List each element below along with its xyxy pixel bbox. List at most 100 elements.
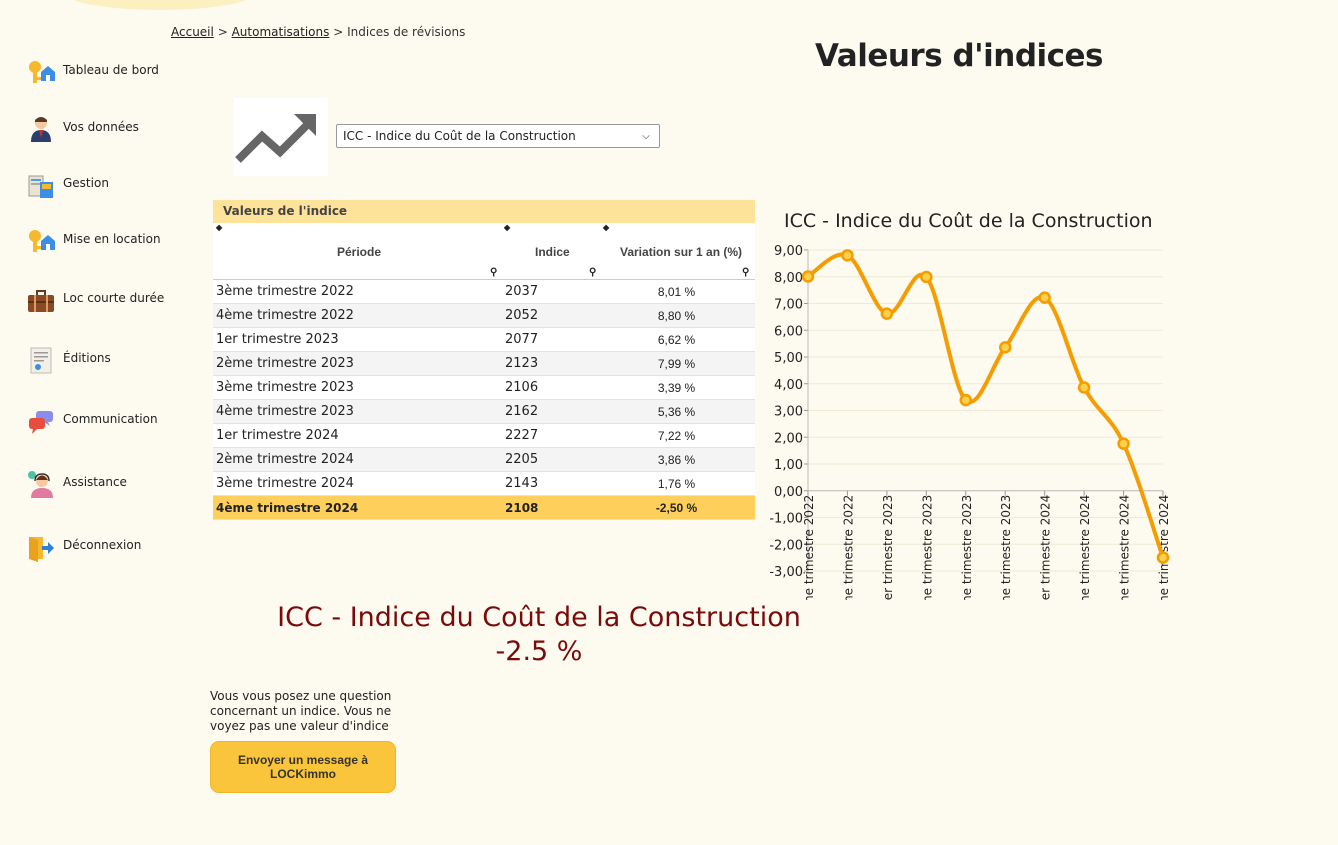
sort-icon[interactable]: ◆ [603, 223, 610, 232]
management-icon [28, 175, 53, 198]
data-point [880, 307, 894, 320]
breadcrumb: Accueil > Automatisations > Indices de r… [171, 25, 465, 39]
sort-icon[interactable]: ◆ [504, 223, 511, 232]
sidebar-item-your-data[interactable]: Vos données [26, 117, 139, 154]
x-tick-label: 1er trimestre 2024 [1039, 495, 1053, 600]
table-row[interactable]: 3ème trimestre 2024 2143 1,76 % [213, 472, 755, 496]
sidebar-item-logout[interactable]: Déconnexion [26, 537, 142, 572]
logout-icon [29, 537, 54, 562]
cell-variation: 7,99 % [657, 356, 696, 371]
table-row[interactable]: 4ème trimestre 2022 2052 8,80 % [213, 304, 755, 328]
sidebar-item-management[interactable]: Gestion [26, 175, 109, 210]
cell-index: 2162 [505, 404, 539, 419]
y-tick-label: 9,00 [774, 244, 803, 259]
cell-index: 2205 [505, 452, 539, 467]
line-chart: 9,00 8,00 7,00 6,00 5,00 4,00 3,00 2,00 1,00 0,00… [769, 244, 1171, 600]
cell-variation: 6,62 % [657, 332, 696, 347]
header-decoration [60, 0, 260, 10]
x-tick-label: 4ème trimestre 2022 [841, 495, 855, 600]
sidebar-item-label: Vos données [63, 120, 139, 134]
breadcrumb-home-link[interactable]: Accueil [171, 25, 214, 39]
search-icon[interactable]: ⚲ [742, 267, 750, 278]
cell-variation: 7,22 % [657, 428, 696, 443]
column-header-variation[interactable]: Variation sur 1 an (%) [620, 245, 743, 259]
table-caption: Valeurs de l'indice [213, 200, 755, 223]
cell-variation: 8,80 % [657, 308, 696, 323]
cell-period: 1er trimestre 2024 [216, 428, 339, 443]
cell-period: 3ème trimestre 2024 [216, 476, 354, 491]
table-row[interactable]: 2ème trimestre 2024 2205 3,86 % [213, 448, 755, 472]
sidebar-item-editions[interactable]: Éditions [26, 347, 111, 385]
breadcrumb-automations-link[interactable]: Automatisations [231, 25, 330, 39]
cell-period: 2ème trimestre 2024 [216, 452, 354, 467]
cell-variation: -2,50 % [655, 500, 698, 515]
x-tick-label: 3ème trimestre 2023 [960, 495, 974, 600]
search-icon[interactable]: ⚲ [490, 267, 498, 278]
sidebar-item-label: Éditions [63, 351, 111, 365]
index-table: Valeurs de l'indice ◆ ◆ ◆ Période Indice… [213, 200, 755, 520]
data-point [1156, 551, 1170, 564]
cell-period: 4ème trimestre 2022 [216, 308, 354, 323]
send-message-button[interactable]: Envoyer un message à LOCKimmo [210, 741, 396, 793]
cell-index: 2143 [505, 476, 539, 491]
sidebar-item-label: Assistance [63, 475, 127, 489]
cell-index: 2077 [505, 332, 539, 347]
sidebar-item-label: Tableau de bord [63, 63, 159, 77]
summary-index-value: -2.5 % [495, 636, 583, 667]
table-row[interactable]: 3ème trimestre 2023 2106 3,39 % [213, 376, 755, 400]
sidebar-item-assistance[interactable]: Assistance [26, 471, 127, 509]
y-tick-label: 5,00 [774, 351, 803, 366]
column-header-index[interactable]: Indice [535, 245, 570, 259]
table-row[interactable]: 1er trimestre 2023 2077 6,62 % [213, 328, 755, 352]
table-row-latest[interactable]: 4ème trimestre 2024 2108 -2,50 % [213, 496, 755, 520]
sidebar-item-short-term[interactable]: Loc courte durée [26, 290, 164, 325]
data-point [1077, 381, 1091, 394]
y-tick-label: 1,00 [774, 458, 803, 473]
index-select[interactable]: ICC - Indice du Coût de la Construction … [336, 124, 660, 148]
data-point [998, 341, 1012, 354]
table-row[interactable]: 3ème trimestre 2022 2037 8,01 % [213, 280, 755, 304]
y-tick-label: 2,00 [774, 431, 803, 446]
cell-period: 4ème trimestre 2023 [216, 404, 354, 419]
cell-period: 4ème trimestre 2024 [216, 500, 359, 515]
suitcase-icon [28, 290, 54, 312]
cell-variation: 1,76 % [657, 476, 696, 491]
x-tick-label: 2ème trimestre 2024 [1078, 495, 1092, 600]
y-tick-label: -3,00 [769, 565, 803, 580]
breadcrumb-separator: > [217, 25, 228, 39]
table-row[interactable]: 1er trimestre 2024 2227 7,22 % [213, 424, 755, 448]
search-icon[interactable]: ⚲ [589, 267, 597, 278]
keys-house-icon [29, 61, 55, 83]
data-point [959, 393, 973, 407]
x-tick-label: 4ème trimestre 2024 [1157, 495, 1171, 600]
sidebar-item-rental[interactable]: Mise en location [26, 230, 161, 266]
cell-index: 2108 [505, 500, 539, 515]
cell-index: 2052 [505, 308, 539, 323]
cell-variation: 5,36 % [657, 404, 696, 419]
sidebar-item-communication[interactable]: Communication [26, 411, 158, 446]
y-tick-label: -1,00 [769, 512, 803, 527]
cell-index: 2106 [505, 380, 539, 395]
trend-image [234, 98, 328, 176]
sidebar-item-label: Communication [63, 412, 158, 426]
chevron-down-icon: ⌵ [642, 130, 650, 142]
summary-index-name: ICC - Indice du Coût de la Construction [277, 602, 801, 633]
sort-icon[interactable]: ◆ [216, 223, 223, 232]
data-point [920, 270, 933, 284]
y-tick-label: -2,00 [769, 538, 803, 553]
table-row[interactable]: 2ème trimestre 2023 2123 7,99 % [213, 352, 755, 376]
index-select-value: ICC - Indice du Coût de la Construction [343, 129, 576, 143]
y-tick-label: 4,00 [774, 378, 803, 393]
breadcrumb-current: Indices de révisions [347, 25, 466, 39]
sidebar-item-dashboard[interactable]: Tableau de bord [26, 61, 159, 97]
document-icon [30, 347, 52, 374]
sidebar-item-label: Déconnexion [63, 538, 142, 552]
y-tick-label: 0,00 [774, 485, 803, 500]
cell-index: 2037 [505, 284, 539, 299]
cell-index: 2123 [505, 356, 539, 371]
y-tick-label: 8,00 [774, 271, 803, 286]
table-row[interactable]: 4ème trimestre 2023 2162 5,36 % [213, 400, 755, 424]
cell-variation: 3,39 % [657, 380, 696, 395]
cell-variation: 8,01 % [657, 284, 696, 299]
column-header-period[interactable]: Période [337, 245, 382, 259]
